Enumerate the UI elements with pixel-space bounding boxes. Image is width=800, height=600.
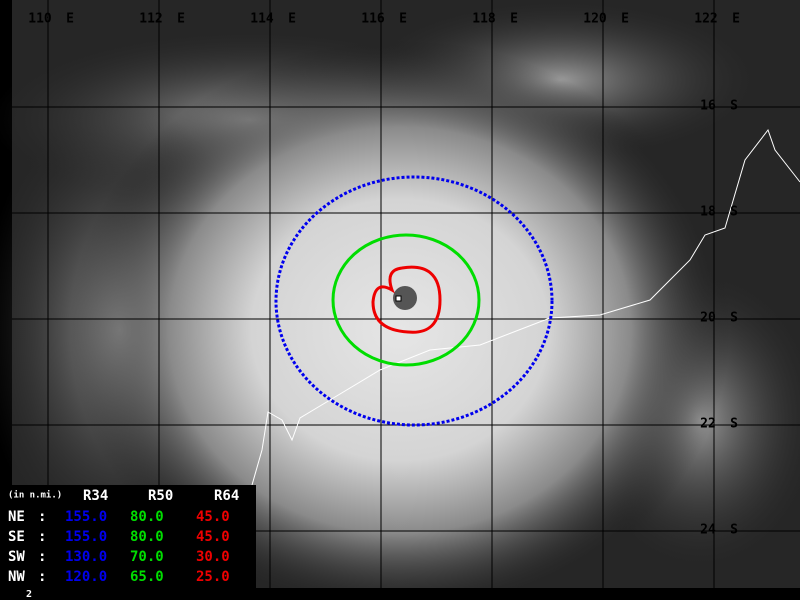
radius-value: 155.0 [65, 529, 107, 545]
radius-value: 25.0 [196, 569, 230, 585]
longitude-hemisphere: E [399, 12, 407, 27]
radius-value: 155.0 [65, 509, 107, 525]
coastline [251, 128, 800, 486]
column-header: R34 [83, 488, 108, 504]
radius-value: 120.0 [65, 569, 107, 585]
r34-ring [274, 175, 554, 427]
radii-table-box [0, 485, 256, 588]
longitude-degrees: 120 [583, 12, 607, 27]
storm-center [395, 295, 402, 302]
longitude-hemisphere: E [621, 12, 629, 27]
latitude-hemisphere: S [730, 99, 738, 114]
longitude-hemisphere: E [732, 12, 740, 27]
longitude-degrees: 122 [694, 12, 717, 27]
latitude-hemisphere: S [730, 523, 738, 538]
latitude-degrees: 16 [700, 99, 716, 114]
unit-note: (in n.mi.) [8, 490, 62, 501]
longitude-degrees: 118 [472, 12, 496, 27]
longitude-degrees: 112 [139, 12, 162, 27]
r50-ring [331, 233, 481, 367]
latitude-degrees: 22 [700, 417, 716, 432]
quadrant-colon: : [38, 569, 46, 585]
latitude-hemisphere: S [730, 311, 738, 326]
radius-value: 45.0 [196, 529, 230, 545]
quadrant-colon: : [38, 549, 46, 565]
radius-value: 45.0 [196, 509, 230, 525]
radius-value: 70.0 [130, 549, 164, 565]
column-header: R64 [214, 488, 239, 504]
longitude-degrees: 116 [361, 12, 385, 27]
longitude-degrees: 110 [28, 12, 52, 27]
radius-value: 130.0 [65, 549, 107, 565]
quadrant-label: NE [8, 509, 25, 525]
longitude-hemisphere: E [66, 12, 74, 27]
column-header: R50 [148, 488, 173, 504]
r64-ring [371, 265, 442, 334]
latitude-hemisphere: S [730, 205, 738, 220]
latitude-degrees: 20 [700, 311, 716, 326]
eye [393, 286, 417, 310]
latitude-hemisphere: S [730, 417, 738, 432]
longitude-degrees: 114 [250, 12, 274, 27]
longitude-hemisphere: E [510, 12, 518, 27]
radius-value: 80.0 [130, 529, 164, 545]
longitude-hemisphere: E [177, 12, 185, 27]
radius-value: 30.0 [196, 549, 230, 565]
quadrant-colon: : [38, 509, 46, 525]
radius-value: 80.0 [130, 509, 164, 525]
radius-value: 65.0 [130, 569, 164, 585]
latitude-degrees: 18 [700, 205, 716, 220]
frame-number: 2 [26, 589, 32, 600]
quadrant-label: SW [8, 549, 25, 565]
storm-clouds [70, 40, 730, 600]
quadrant-label: NW [8, 569, 25, 585]
footer-bar [0, 588, 800, 600]
longitude-hemisphere: E [288, 12, 296, 27]
quadrant-colon: : [38, 529, 46, 545]
quadrant-label: SE [8, 529, 25, 545]
latitude-degrees: 24 [700, 523, 716, 538]
